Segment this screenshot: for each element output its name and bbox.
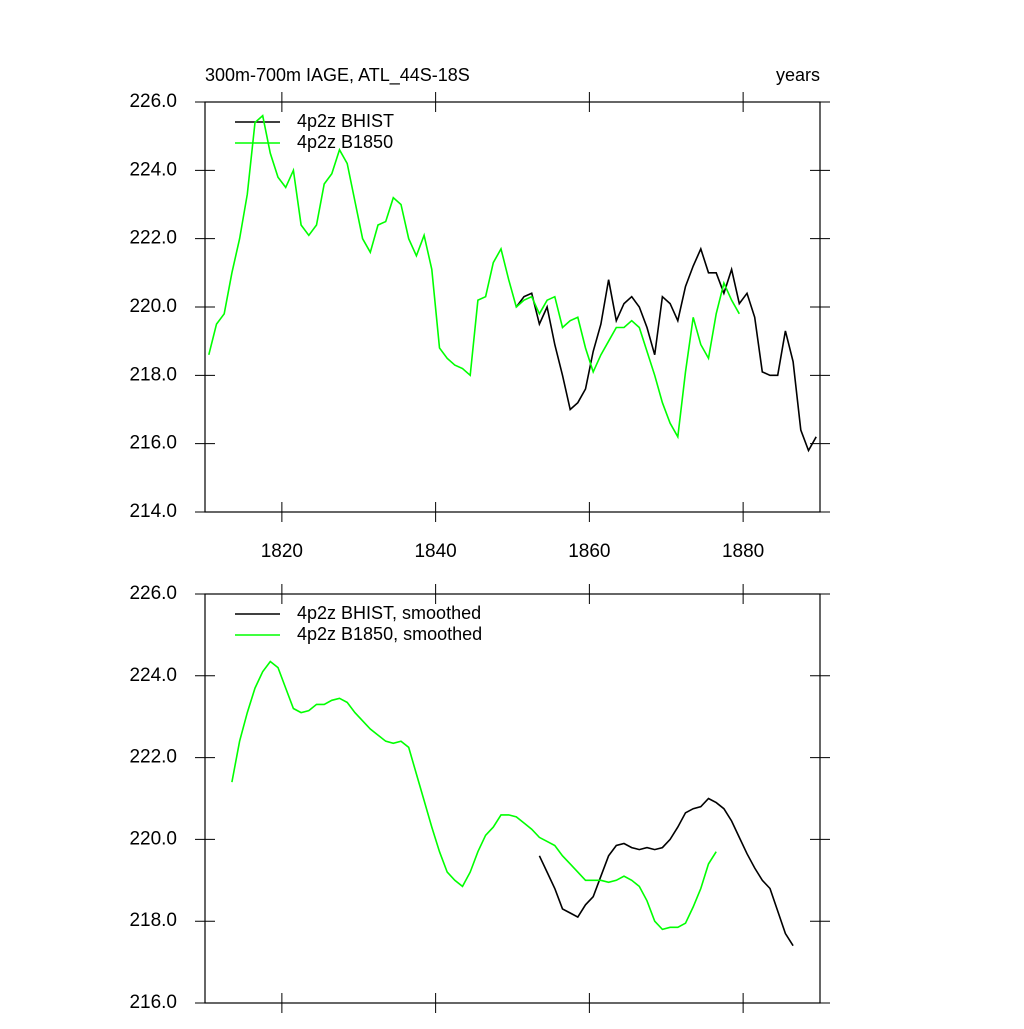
y-tick-label: 226.0 xyxy=(129,91,177,112)
series-line xyxy=(208,114,740,440)
y-tick-label: 220.0 xyxy=(129,296,177,317)
y-tick-label: 216.0 xyxy=(129,433,177,454)
y-tick-label: 224.0 xyxy=(129,159,177,180)
x-tick-label: 1860 xyxy=(568,541,610,562)
plot-frame xyxy=(204,593,821,1004)
y-tick-label: 226.0 xyxy=(129,583,177,604)
y-tick-label: 216.0 xyxy=(129,992,177,1013)
series-line xyxy=(231,660,717,931)
legend-label: 4p2z B1850 xyxy=(297,132,393,152)
y-tick-label: 218.0 xyxy=(129,364,177,385)
y-tick-label: 222.0 xyxy=(129,228,177,249)
x-tick-label: 1840 xyxy=(414,541,456,562)
legend-label: 4p2z B1850, smoothed xyxy=(297,624,482,644)
x-tick-label: 1880 xyxy=(722,541,764,562)
legend-label: 4p2z BHIST xyxy=(297,111,394,131)
units-label: years xyxy=(776,65,820,85)
chart-title: 300m-700m IAGE, ATL_44S-18S xyxy=(205,65,470,86)
plot-frame xyxy=(204,101,821,513)
y-tick-label: 220.0 xyxy=(129,828,177,849)
x-tick-label: 1820 xyxy=(261,541,303,562)
y-tick-label: 222.0 xyxy=(129,747,177,768)
y-tick-label: 224.0 xyxy=(129,665,177,686)
series-line xyxy=(515,246,817,453)
series-line xyxy=(538,797,794,947)
legend-label: 4p2z BHIST, smoothed xyxy=(297,603,481,623)
y-tick-label: 218.0 xyxy=(129,910,177,931)
y-tick-label: 214.0 xyxy=(129,501,177,522)
